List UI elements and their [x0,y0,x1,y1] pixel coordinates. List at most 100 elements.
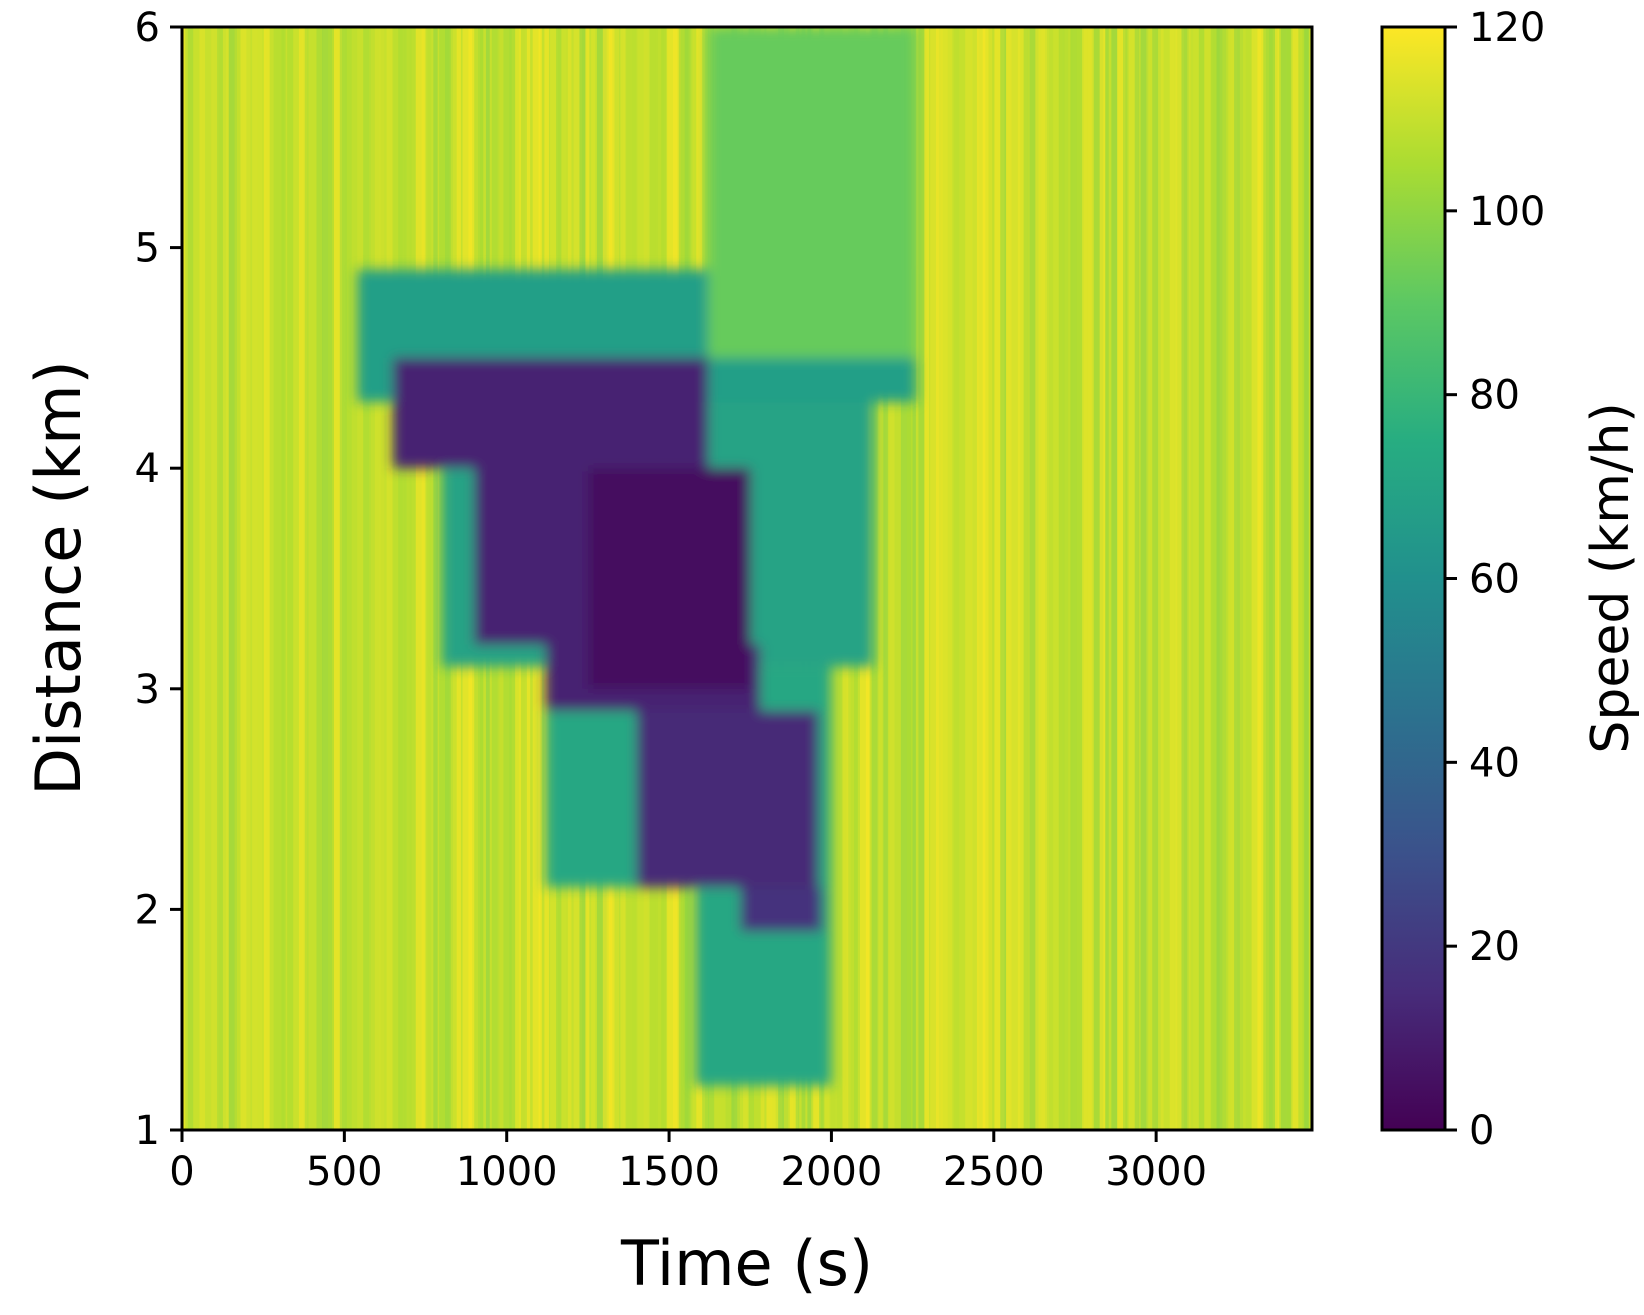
heatmap-stripe [293,27,303,1130]
y-tick-label: 1 [135,1108,160,1154]
heatmap-stripe [1082,27,1092,1130]
heatmap-stripe [316,27,323,1130]
heatmap-stripe [883,27,888,1130]
heatmap-stripe [1175,27,1184,1130]
heatmap-stripe [1093,27,1104,1130]
plot-area [180,25,1314,1132]
heatmap-stripe [930,27,939,1130]
heatmap-stripe [1257,27,1266,1130]
x-tick-label: 500 [306,1149,382,1195]
x-axis-label: Time (s) [620,1227,873,1300]
heatmap-stripe [1140,27,1149,1130]
heatmap-stripe [433,27,438,1130]
heatmap-stripe [287,27,294,1130]
heatmap-stripe [222,27,229,1130]
heatmap-stripe [1239,27,1250,1130]
heatmap-stripe [1152,27,1161,1130]
heatmap-stripe [193,27,203,1130]
heatmap-stripe [363,27,371,1130]
heatmap-stripe [398,27,407,1130]
colorbar-tick-label: 20 [1469,924,1520,970]
y-tick-label: 4 [135,446,160,492]
heatmap-stripe [1158,27,1164,1130]
colorbar-tick-label: 80 [1469,373,1520,419]
colorbar-tick-label: 100 [1469,189,1545,235]
x-tick-label: 3000 [1105,1149,1207,1195]
heatmap-stripe [1298,27,1309,1130]
heatmap-stripe [1286,27,1291,1130]
heatmap-stripe [182,27,186,1130]
colorbar-ticks: 0 20 40 60 80 100 120 [1445,5,1545,1154]
heatmap-stripe [281,27,286,1130]
heatmap-stripe [187,27,194,1130]
heatmap-stripe [404,27,412,1130]
x-tick-label: 1500 [618,1149,720,1195]
heatmap-stripe [357,27,363,1130]
heatmap-region [393,357,709,469]
heatmap-stripe [1052,27,1063,1130]
heatmap-stripe [947,27,956,1130]
y-tick-label: 5 [135,226,160,272]
heatmap-stripe [1070,27,1077,1130]
heatmap-stripe [988,27,995,1130]
colorbar-tick-label: 0 [1469,1108,1494,1154]
heatmap-stripe [1274,27,1280,1130]
heatmap-stripe [1006,27,1012,1130]
heatmap-stripe [240,27,251,1130]
heatmap-stripe [409,27,416,1130]
heatmap-stripe [386,27,394,1130]
heatmap-stripe [1222,27,1231,1130]
heatmap-stripe [976,27,986,1130]
heatmap-stripe [1251,27,1262,1130]
heatmap-stripe [889,27,895,1130]
heatmap-stripe [1123,27,1128,1130]
heatmap-stripe [1263,27,1273,1130]
heatmap-stripe [234,27,243,1130]
heatmap-stripe [205,27,215,1130]
heatmap-stripe [275,27,285,1130]
heatmap-stripe [895,27,903,1130]
colorbar: 0 20 40 60 80 100 120 Speed (km/h) [1380,5,1641,1154]
heatmap-stripe [1128,27,1139,1130]
heatmap-stripe [415,27,425,1130]
heatmap-stripe [1029,27,1039,1130]
heatmap-regions [357,27,916,1086]
heatmap-stripe [900,27,912,1130]
heatmap-stripe [217,27,227,1130]
heatmap-stripe [935,27,943,1130]
heatmap-stripe [912,27,916,1130]
heatmap-stripe [994,27,1005,1130]
heatmap-stripe [1035,27,1046,1130]
heatmap-stripe [959,27,967,1130]
heatmap-region [708,27,916,358]
x-tick-label: 2500 [943,1149,1045,1195]
heatmap-stripe [1245,27,1255,1130]
heatmap-stripe [199,27,206,1130]
heatmap-stripe [1163,27,1175,1130]
heatmap-stripe [369,27,379,1130]
heatmap-stripe [1117,27,1126,1130]
heatmap-stripe [1047,27,1055,1130]
heatmap-stripe [1169,27,1178,1130]
heatmap-stripe [269,27,276,1130]
heatmap-region [587,468,751,689]
heatmap-stripe [1228,27,1238,1130]
heatmap-stripe [427,27,432,1130]
heatmap-stripe [1304,27,1309,1130]
x-tick-label: 1000 [456,1149,558,1195]
heatmap-stripe [1199,27,1205,1130]
heatmap-stripe [380,27,389,1130]
heatmap-stripe [252,27,262,1130]
heatmap-stripe [374,27,385,1130]
heatmap-stripe [298,27,308,1130]
x-tick-label: 0 [169,1149,194,1195]
heatmap-stripe [421,27,426,1130]
heatmap-stripe [1292,27,1303,1130]
y-axis: 1 2 3 4 5 6 [135,5,182,1154]
y-tick-label: 3 [135,667,160,713]
y-tick-label: 2 [135,887,160,933]
heatmap-stripe [1181,27,1189,1130]
heatmap-stripe [263,27,274,1130]
heatmap-stripe [1216,27,1227,1130]
heatmap-stripe [339,27,347,1130]
